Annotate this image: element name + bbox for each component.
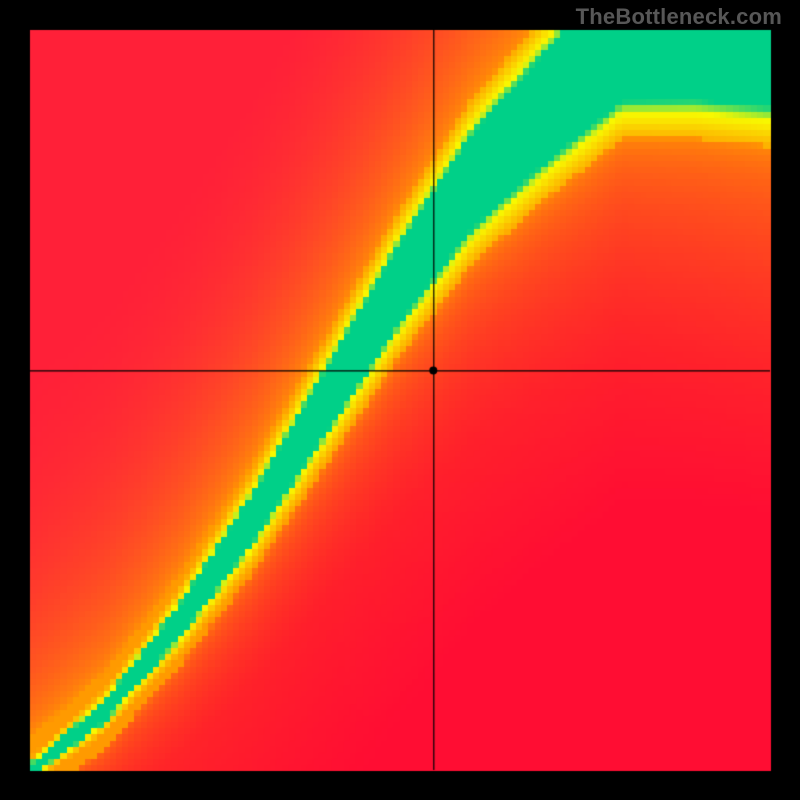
bottleneck-heatmap	[0, 0, 800, 800]
watermark: TheBottleneck.com	[576, 4, 782, 30]
